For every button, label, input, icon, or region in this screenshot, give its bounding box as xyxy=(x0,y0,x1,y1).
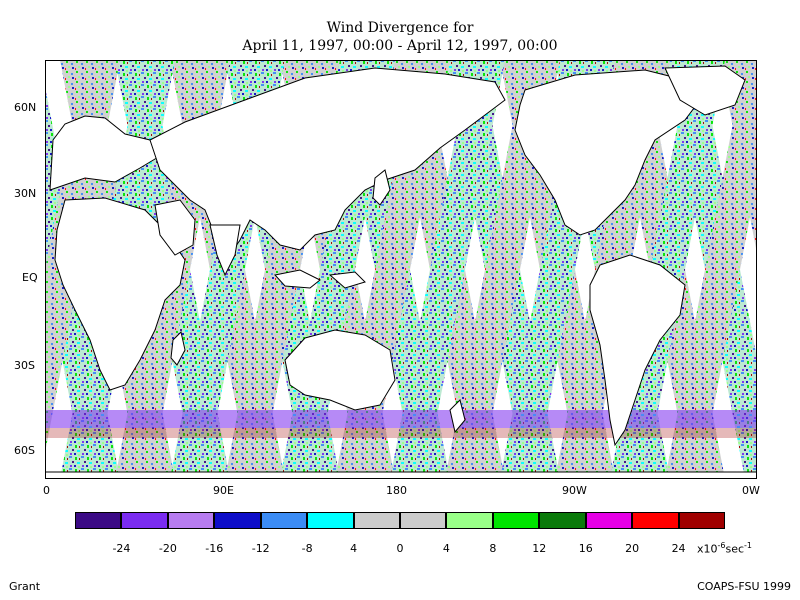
map-title-line1: Wind Divergence for xyxy=(326,20,474,36)
lat-label-30s: 30S xyxy=(14,359,35,372)
colorbar-tick-label: 4 xyxy=(442,542,450,555)
colorbar-swatch xyxy=(307,512,354,529)
footer-author: Grant xyxy=(9,580,41,593)
colorbar-tick-label: -8 xyxy=(301,542,313,555)
colorbar-units: x10-6sec-1 xyxy=(697,541,753,556)
colorbar-swatch xyxy=(492,512,540,529)
colorbar-swatch xyxy=(632,512,679,529)
colorbar-swatch xyxy=(353,512,400,529)
colorbar-swatch xyxy=(260,512,308,529)
lat-label-30n: 30N xyxy=(14,187,37,200)
colorbar-tick-label: -20 xyxy=(158,542,177,555)
colorbar-swatch xyxy=(678,512,725,529)
colorbar-swatch xyxy=(585,512,633,529)
colorbar-tick-label: 4 xyxy=(350,542,358,555)
lon-label-180: 180 xyxy=(386,484,407,497)
footer-credit: COAPS-FSU 1999 xyxy=(697,580,791,593)
colorbar xyxy=(75,512,725,529)
lat-label-60n: 60N xyxy=(14,101,37,114)
colorbar-swatch xyxy=(539,512,586,529)
colorbar-tick-label: 20 xyxy=(625,542,640,555)
colorbar-swatch xyxy=(121,512,168,529)
colorbar-tick-label: -12 xyxy=(251,542,270,555)
lon-label-90w: 90W xyxy=(562,484,587,497)
colorbar-swatch xyxy=(75,512,122,529)
colorbar-tick-label: 12 xyxy=(532,542,547,555)
colorbar-tick-label: 8 xyxy=(489,542,497,555)
lat-label-eq: EQ xyxy=(22,271,38,284)
lon-label-0: 0 xyxy=(43,484,50,497)
colorbar-tick-label: 16 xyxy=(578,542,593,555)
colorbar-tick-label: -24 xyxy=(112,542,131,555)
world-map-divergence-plot xyxy=(45,60,757,479)
colorbar-swatch xyxy=(400,512,447,529)
map-title-line2: April 11, 1997, 00:00 - April 12, 1997, … xyxy=(242,38,558,54)
colorbar-tick-label: 0 xyxy=(396,542,404,555)
lon-label-0w: 0W xyxy=(742,484,760,497)
colorbar-swatch xyxy=(446,512,493,529)
lon-label-90e: 90E xyxy=(213,484,234,497)
colorbar-swatch xyxy=(167,512,215,529)
colorbar-swatch xyxy=(214,512,261,529)
colorbar-tick-label: 24 xyxy=(671,542,686,555)
lat-label-60s: 60S xyxy=(14,444,35,457)
colorbar-tick-label: -16 xyxy=(205,542,224,555)
